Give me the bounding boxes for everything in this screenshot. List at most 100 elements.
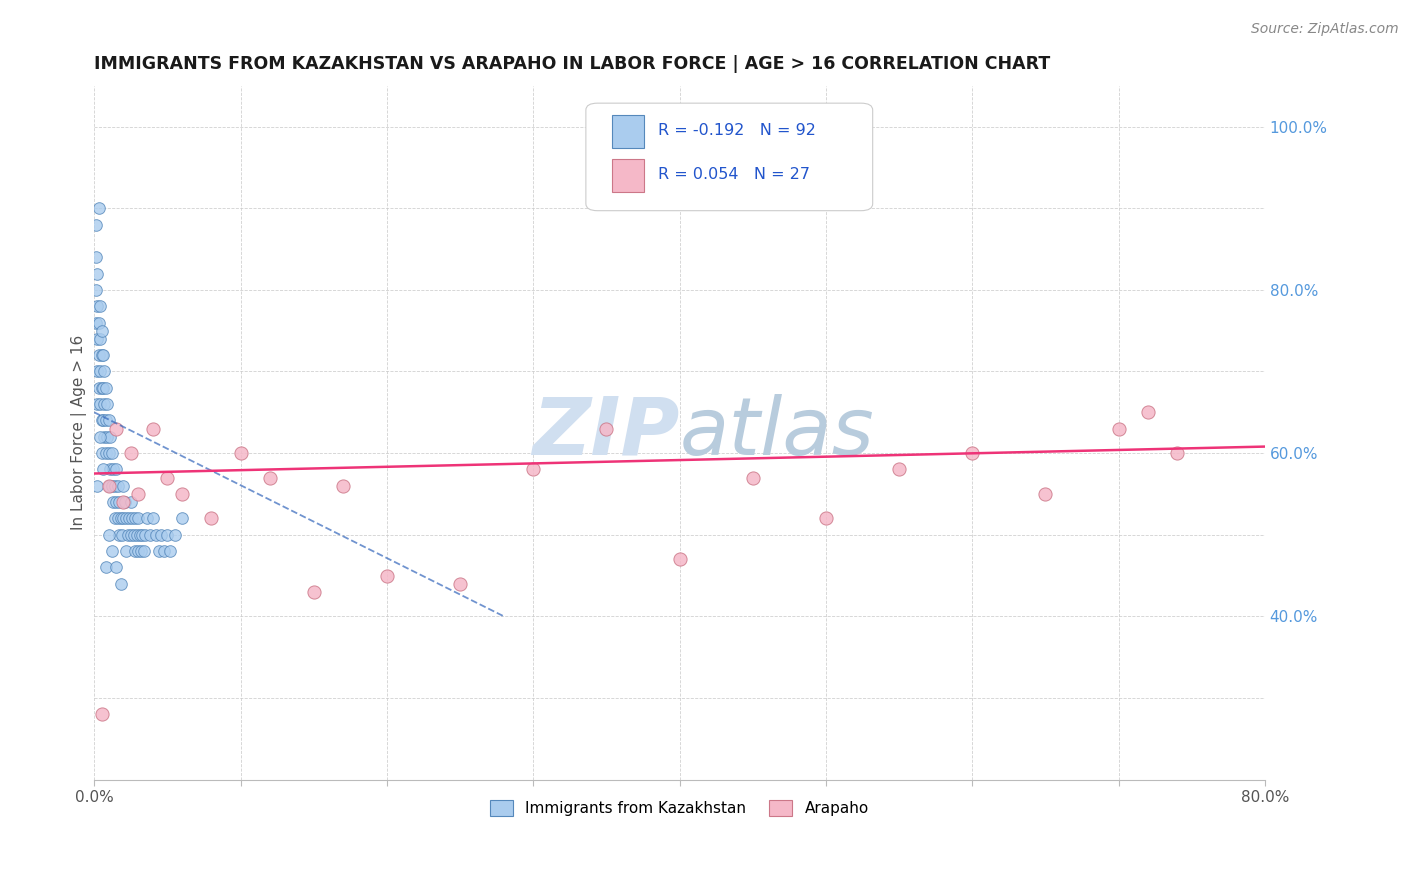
Point	[94, 446, 117, 460]
Point	[96, 397, 118, 411]
Point	[1108, 422, 1130, 436]
Point	[1136, 405, 1159, 419]
Point	[148, 544, 170, 558]
Point	[96, 430, 118, 444]
Point	[124, 544, 146, 558]
Point	[100, 479, 122, 493]
Point	[104, 511, 127, 525]
Point	[87, 348, 110, 362]
Point	[139, 527, 162, 541]
Point	[120, 527, 142, 541]
Text: IMMIGRANTS FROM KAZAKHSTAN VS ARAPAHO IN LABOR FORCE | AGE > 16 CORRELATION CHAR: IMMIGRANTS FROM KAZAKHSTAN VS ARAPAHO IN…	[94, 55, 1050, 73]
Point	[142, 422, 165, 436]
Point	[108, 495, 131, 509]
Point	[93, 364, 115, 378]
Point	[595, 422, 617, 436]
Point	[131, 527, 153, 541]
Text: R = -0.192   N = 92: R = -0.192 N = 92	[658, 123, 817, 138]
Point	[98, 462, 121, 476]
Point	[142, 511, 165, 525]
Point	[105, 422, 128, 436]
Point	[89, 364, 111, 378]
Point	[159, 544, 181, 558]
Point	[90, 413, 112, 427]
Point	[1035, 487, 1057, 501]
Point	[91, 413, 114, 427]
Point	[103, 495, 125, 509]
Point	[332, 479, 354, 493]
Point	[100, 544, 122, 558]
Point	[105, 560, 128, 574]
Point	[887, 462, 910, 476]
Point	[127, 487, 149, 501]
Point	[90, 707, 112, 722]
Point	[89, 332, 111, 346]
Point	[163, 527, 186, 541]
Point	[132, 544, 155, 558]
Point	[105, 495, 128, 509]
Point	[87, 316, 110, 330]
Point	[97, 413, 120, 427]
Point	[91, 348, 114, 362]
FancyBboxPatch shape	[612, 159, 644, 192]
FancyBboxPatch shape	[586, 103, 873, 211]
Point	[84, 283, 107, 297]
Point	[117, 527, 139, 541]
Point	[94, 413, 117, 427]
Point	[89, 397, 111, 411]
Point	[134, 527, 156, 541]
Point	[93, 430, 115, 444]
Point	[522, 462, 544, 476]
Point	[668, 552, 690, 566]
Point	[90, 381, 112, 395]
Point	[127, 544, 149, 558]
Point	[86, 332, 108, 346]
Point	[741, 470, 763, 484]
Point	[115, 511, 138, 525]
Point	[135, 511, 157, 525]
Point	[449, 576, 471, 591]
Point	[97, 446, 120, 460]
Point	[153, 544, 176, 558]
Point	[375, 568, 398, 582]
Point	[124, 511, 146, 525]
Point	[156, 527, 179, 541]
Point	[105, 462, 128, 476]
Point	[84, 250, 107, 264]
Point	[97, 527, 120, 541]
Point	[89, 430, 111, 444]
Point	[112, 495, 135, 509]
Point	[960, 446, 983, 460]
Point	[87, 381, 110, 395]
Point	[98, 430, 121, 444]
Point	[86, 397, 108, 411]
Point	[259, 470, 281, 484]
Point	[84, 316, 107, 330]
Point	[1166, 446, 1188, 460]
Point	[115, 544, 138, 558]
Text: R = 0.054   N = 27: R = 0.054 N = 27	[658, 167, 810, 182]
Point	[150, 527, 173, 541]
Point	[200, 511, 222, 525]
Point	[112, 479, 135, 493]
Point	[128, 527, 150, 541]
Point	[91, 381, 114, 395]
Point	[302, 585, 325, 599]
Point	[118, 511, 141, 525]
Y-axis label: In Labor Force | Age > 16: In Labor Force | Age > 16	[72, 335, 87, 531]
Point	[122, 527, 145, 541]
Point	[170, 487, 193, 501]
Text: Source: ZipAtlas.com: Source: ZipAtlas.com	[1251, 22, 1399, 37]
Point	[120, 495, 142, 509]
Point	[90, 348, 112, 362]
Point	[86, 267, 108, 281]
Point	[112, 511, 135, 525]
Point	[86, 299, 108, 313]
Point	[107, 511, 129, 525]
Point	[86, 364, 108, 378]
Point	[110, 511, 132, 525]
Point	[125, 527, 148, 541]
Point	[100, 446, 122, 460]
Point	[229, 446, 252, 460]
Point	[94, 381, 117, 395]
